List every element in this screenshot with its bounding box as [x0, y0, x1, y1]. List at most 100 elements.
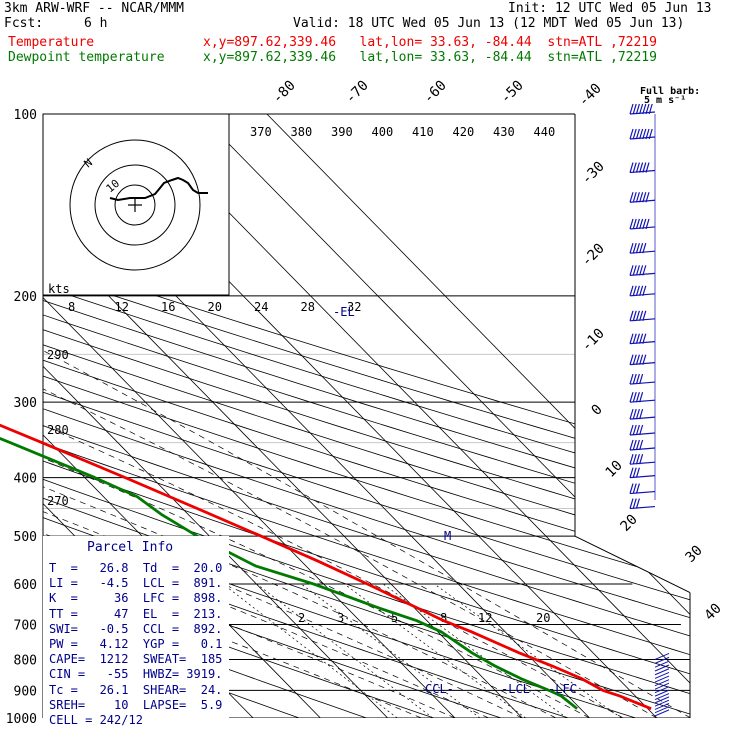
wind-barb [629, 392, 656, 403]
wind-barb-flag [645, 128, 650, 140]
barb-legend-value: 5 m s⁻¹ [644, 95, 686, 106]
wind-barb-flag [645, 218, 650, 230]
wind-barb-flag [642, 285, 647, 296]
wind-barb-low [654, 703, 670, 710]
lcl-marker: -LCL [501, 682, 530, 696]
wind-barb-flag [632, 498, 637, 509]
wind-barb-flag [635, 285, 640, 296]
mixing-ratio-line [344, 583, 526, 718]
wind-speed-tick: 12 [115, 300, 129, 314]
isotherm-label-right: 20 [618, 512, 641, 535]
mixing-ratio-label: 5 [391, 611, 398, 625]
theta-label-left: 290 [47, 348, 69, 362]
theta-label-left: 270 [47, 494, 69, 508]
parcel-info-row: PW = 4.12 YGP = 0.1 [49, 637, 223, 651]
moist-adiabat [43, 295, 590, 718]
dry-adiabat-label: 420 [453, 125, 475, 139]
wind-barb-flag [629, 103, 634, 115]
dry-adiabat [43, 114, 690, 718]
wind-barb-low [654, 693, 670, 700]
wind-barb-flag [639, 192, 644, 203]
wind-speed-tick: 32 [347, 300, 361, 314]
dry-adiabat [43, 114, 473, 718]
wind-barb-low [654, 682, 670, 690]
wind-barb-flag [635, 373, 640, 385]
wind-barb [629, 483, 656, 495]
wind-barb-flag [635, 354, 640, 365]
wind-barb [629, 408, 656, 420]
pressure-tick-800: 800 [14, 653, 37, 668]
hodograph-ring [94, 164, 176, 246]
wind-barb-low [654, 671, 670, 679]
dry-adiabat-label: 440 [534, 125, 556, 139]
barb-legend-title: Full barb: [640, 86, 700, 97]
dry-adiabat-label: 380 [291, 125, 313, 139]
mixing-ratio-label: 8 [440, 611, 447, 625]
wind-barb-flag [642, 192, 647, 203]
wind-barb-shaft [629, 447, 656, 451]
wind-barb-flag [639, 265, 644, 276]
wind-barb-flag [629, 218, 634, 230]
dry-adiabat [43, 114, 690, 718]
temperature-location: x,y=897.62,339.46 lat,lon= 33.63, -84.44… [203, 35, 657, 50]
wind-barb-low [654, 679, 670, 687]
wind-barb-shaft [629, 475, 656, 479]
wind-barb-flag [629, 333, 634, 344]
wind-barb-flag [635, 128, 640, 140]
wind-barb-shaft [629, 381, 656, 385]
plot-diagonal-edge [574, 535, 691, 594]
isotherm-label-right: -10 [579, 326, 608, 355]
wind-barb [629, 467, 656, 479]
isotherm-line [266, 114, 690, 718]
parcel-info-row: Tc = 26.1 SHEAR= 24. [49, 682, 223, 697]
moist-adiabat [43, 295, 690, 718]
wind-barb-shaft [629, 490, 656, 495]
wind-barb-flag [632, 483, 637, 494]
wind-barb-flag [629, 373, 634, 385]
wind-barb-flag [648, 103, 653, 115]
wind-barb-flag [629, 354, 634, 365]
dry-adiabat [43, 114, 404, 718]
wind-barb [629, 310, 656, 322]
wind-barb-flag [642, 243, 647, 254]
wind-barb [629, 162, 656, 174]
wind-barb-flag [629, 424, 634, 436]
wind-barb-flag [635, 467, 640, 478]
wind-barb-flag [635, 162, 640, 173]
wind-barb-flag [629, 392, 634, 403]
dry-adiabat [43, 114, 690, 718]
wind-barb-flag [629, 192, 634, 203]
isotherm-line [43, 114, 523, 718]
wind-barb-flag [629, 483, 634, 494]
isotherm-label-top: -70 [343, 78, 372, 107]
parcel-info-row: K = 36 LFC = 898. [49, 591, 223, 606]
wind-barb-flag [629, 408, 634, 420]
dry-adiabat [43, 114, 690, 718]
wind-barb [629, 285, 656, 297]
wind-barb-flag [645, 192, 650, 203]
wind-barb-flag [629, 265, 634, 276]
dry-adiabat-label: 430 [493, 125, 515, 139]
wind-barb-flag [632, 373, 637, 385]
wind-barb-flag [632, 454, 637, 465]
dry-adiabat-label: 410 [412, 125, 434, 139]
wind-barb [629, 218, 656, 230]
pressure-tick-300: 300 [14, 396, 37, 411]
wind-barb-shaft [629, 505, 656, 510]
mixing-ratio-line [256, 583, 434, 718]
wind-barb-flag [629, 498, 634, 509]
parcel-info-row: CELL = 242/12 [49, 713, 143, 727]
parcel-info-row: SREH= 10 LAPSE= 5.9 [49, 697, 223, 712]
wind-barb [629, 103, 656, 115]
dry-adiabat [43, 114, 690, 718]
wind-barb [629, 424, 656, 436]
wind-barb-low [654, 686, 670, 694]
isotherm-label-right: 10 [603, 458, 626, 481]
wind-barb-flag [629, 128, 634, 140]
mixing-ratio-line [222, 583, 398, 718]
wind-barb-flag [639, 162, 644, 173]
wind-barb-flag [642, 354, 647, 365]
dry-adiabat [43, 114, 690, 718]
pressure-tick-700: 700 [14, 618, 37, 633]
